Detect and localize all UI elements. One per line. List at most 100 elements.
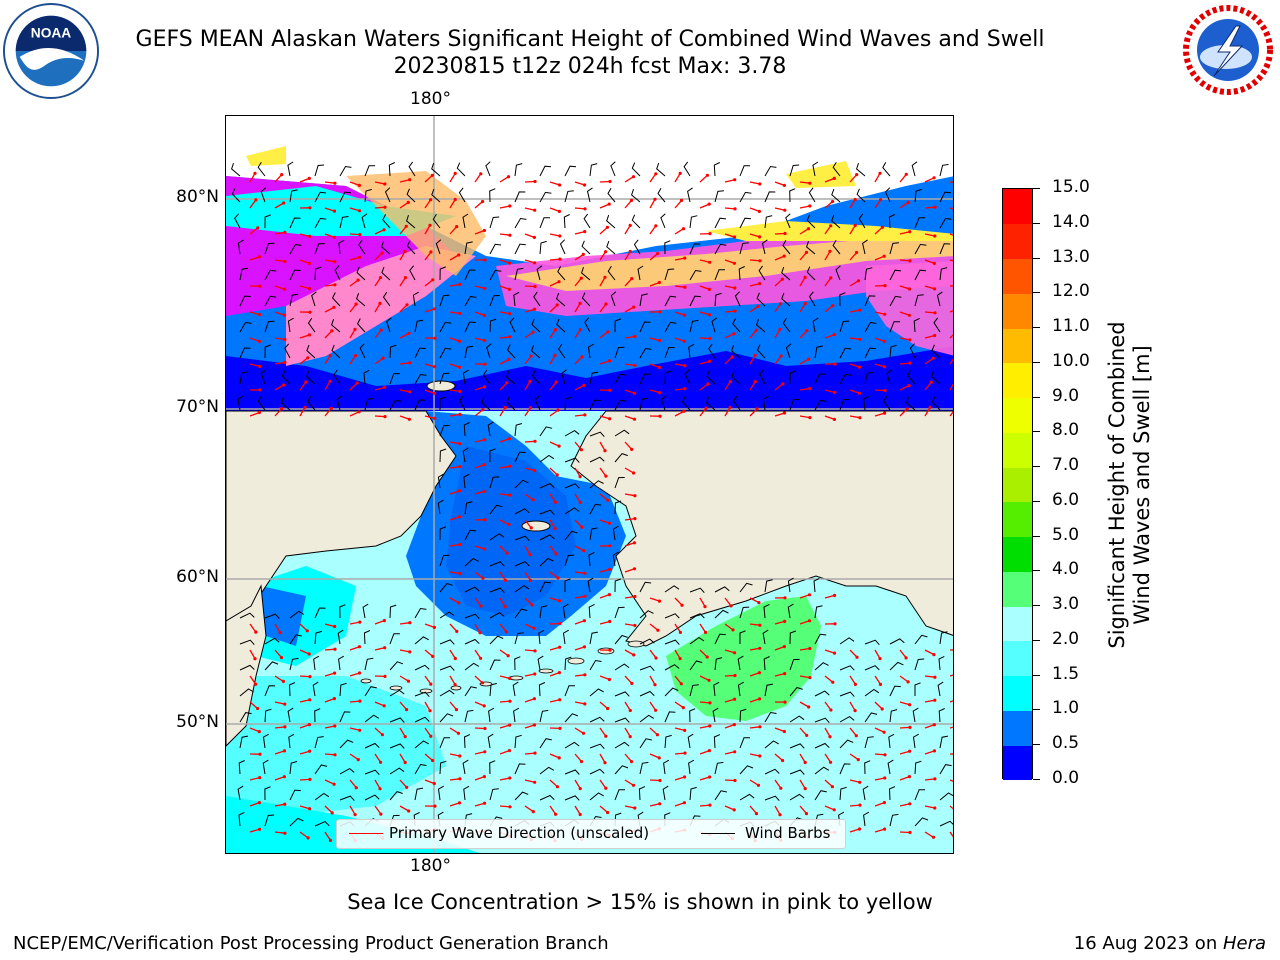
wave-direction-arrow bbox=[924, 177, 935, 183]
wave-arrow-head bbox=[557, 209, 561, 213]
wind-barb bbox=[464, 709, 474, 723]
wind-barb bbox=[313, 655, 320, 671]
wind-barb bbox=[856, 188, 866, 203]
wave-arrow-head bbox=[528, 379, 532, 383]
wave-arrow-head bbox=[533, 751, 537, 755]
wave-arrow-head bbox=[908, 802, 912, 806]
wind-barb bbox=[289, 217, 301, 229]
wind-barb bbox=[564, 578, 571, 592]
wave-arrow-head bbox=[883, 827, 887, 831]
wind-barb bbox=[614, 717, 630, 723]
wave-direction-arrow bbox=[624, 278, 633, 287]
wind-barb bbox=[414, 691, 430, 698]
wave-arrow-head bbox=[753, 380, 758, 384]
wave-arrow-head bbox=[756, 783, 761, 787]
wind-barb bbox=[839, 292, 846, 307]
wind-barb bbox=[782, 317, 791, 333]
wind-barb bbox=[331, 292, 341, 307]
wave-direction-arrow bbox=[549, 622, 561, 625]
wave-arrow-head bbox=[708, 775, 712, 779]
wave-arrow-head bbox=[731, 628, 735, 632]
wind-barb bbox=[888, 786, 896, 801]
wave-direction-arrow bbox=[274, 776, 285, 781]
wave-direction-arrow bbox=[499, 545, 508, 554]
wind-barb bbox=[356, 266, 366, 281]
wind-barb bbox=[281, 397, 291, 411]
wave-direction-arrow bbox=[374, 386, 385, 391]
wind-barb bbox=[331, 319, 341, 333]
wave-arrow-head bbox=[308, 310, 312, 314]
wind-barb bbox=[489, 561, 505, 567]
wave-direction-arrow bbox=[799, 805, 807, 815]
wind-barb bbox=[706, 397, 716, 411]
sea-ice-mid bbox=[286, 246, 476, 366]
wave-arrow-head bbox=[554, 812, 558, 816]
wind-barb bbox=[806, 241, 816, 255]
wave-arrow-head bbox=[658, 778, 662, 783]
wave-arrow-head bbox=[732, 332, 736, 336]
footer-host: Hera bbox=[1222, 933, 1266, 954]
wave-arrow-head bbox=[757, 601, 761, 605]
wave-direction-arrow bbox=[774, 753, 784, 761]
wind-barb bbox=[889, 661, 904, 671]
wave-direction-arrow bbox=[499, 259, 510, 264]
wave-direction-arrow bbox=[349, 727, 360, 731]
wave-arrow-head bbox=[557, 671, 561, 675]
colorbar-tick-label: 1.5 bbox=[1052, 663, 1080, 684]
wave-direction-arrow bbox=[924, 285, 935, 290]
wave-direction-arrow bbox=[624, 623, 635, 627]
wave-arrow-head bbox=[878, 682, 883, 687]
wave-arrow-head bbox=[578, 475, 582, 479]
wind-barb bbox=[264, 214, 271, 229]
wave-arrow-head bbox=[632, 417, 637, 421]
wave-arrow-head bbox=[453, 683, 457, 687]
wave-arrow-head bbox=[507, 749, 511, 753]
wave-arrow-head bbox=[858, 308, 862, 312]
wave-direction-arrow bbox=[249, 701, 259, 709]
wind-barb bbox=[589, 716, 605, 723]
wave-arrow-head bbox=[308, 287, 312, 291]
wind-barb bbox=[559, 239, 566, 255]
wind-barb bbox=[939, 243, 951, 255]
wave-direction-arrow bbox=[299, 406, 306, 417]
wave-direction-arrow bbox=[474, 545, 485, 550]
wave-arrow-head bbox=[433, 336, 437, 340]
wave-direction-arrow bbox=[549, 281, 560, 287]
wave-direction-arrow bbox=[749, 282, 760, 287]
wind-barb bbox=[239, 321, 252, 333]
wind-barb bbox=[856, 163, 866, 177]
wave-arrow-head bbox=[333, 753, 337, 757]
wave-direction-arrow bbox=[899, 231, 910, 235]
wind-barb bbox=[714, 761, 724, 775]
wave-arrow-head bbox=[332, 209, 337, 213]
wind-barb bbox=[439, 425, 450, 437]
colorbar-tick-label: 0.5 bbox=[1052, 733, 1080, 754]
wave-arrow-head bbox=[883, 388, 887, 393]
wave-direction-arrow bbox=[449, 701, 457, 711]
wave-direction-arrow bbox=[574, 753, 582, 763]
wave-arrow-head bbox=[282, 775, 286, 779]
wave-direction-arrow bbox=[349, 621, 360, 625]
wave-direction-arrow bbox=[374, 181, 385, 185]
wave-arrow-head bbox=[533, 307, 537, 311]
wave-direction-arrow bbox=[399, 622, 410, 625]
wind-barb bbox=[889, 295, 902, 307]
wind-barb bbox=[564, 457, 580, 463]
colorbar-segment bbox=[1003, 606, 1032, 642]
wind-barb bbox=[864, 371, 874, 385]
wave-direction-arrow bbox=[649, 173, 657, 183]
wave-direction-arrow bbox=[599, 568, 610, 573]
wave-arrow-head bbox=[807, 705, 811, 709]
wave-arrow-head bbox=[658, 338, 662, 343]
wave-arrow-head bbox=[408, 178, 412, 182]
colorbar-tick-label: 15.0 bbox=[1052, 177, 1090, 197]
wave-direction-arrow bbox=[424, 675, 432, 685]
wave-arrow-head bbox=[833, 622, 837, 626]
wave-direction-arrow bbox=[549, 779, 558, 788]
wave-arrow-head bbox=[732, 235, 737, 239]
wave-direction-arrow bbox=[824, 250, 831, 261]
wind-barb bbox=[564, 165, 577, 177]
wave-direction-arrow bbox=[474, 701, 485, 707]
wind-barb bbox=[683, 161, 691, 177]
wind-barb bbox=[439, 448, 447, 463]
